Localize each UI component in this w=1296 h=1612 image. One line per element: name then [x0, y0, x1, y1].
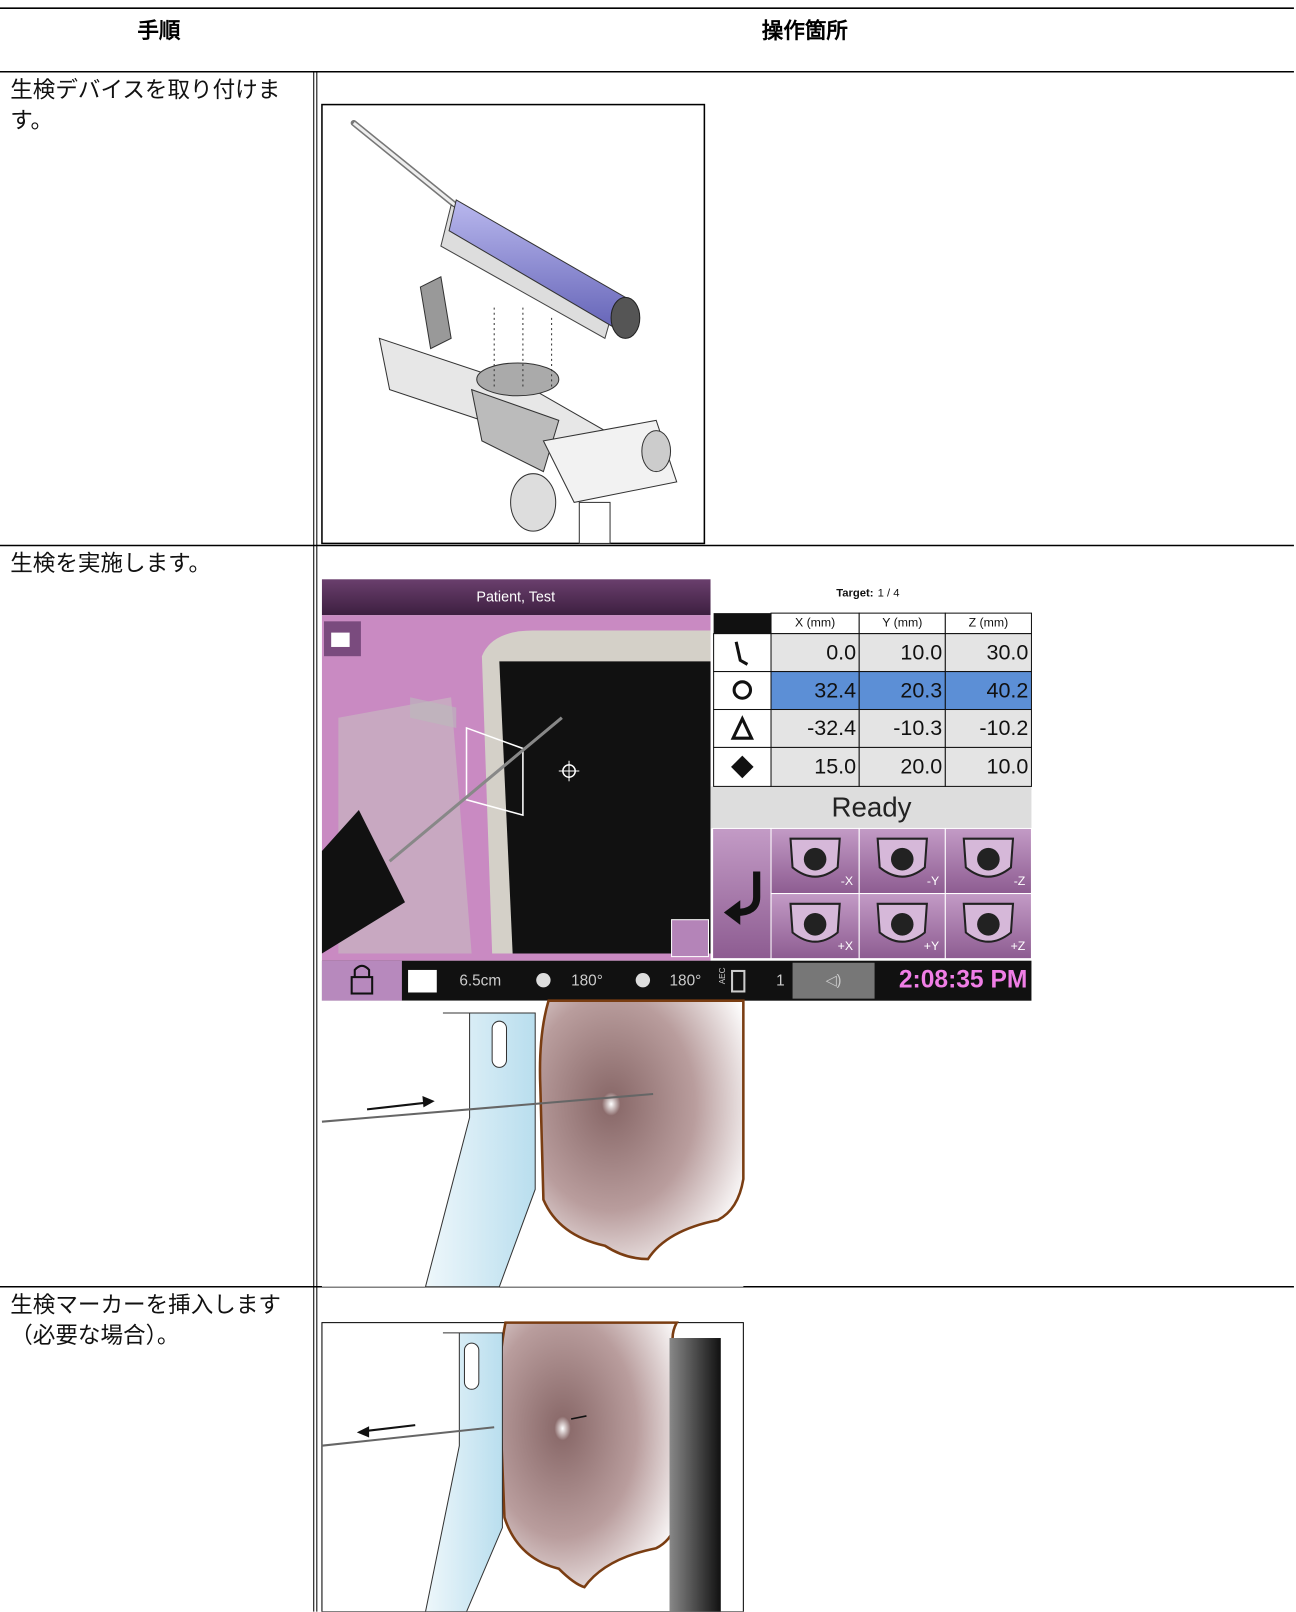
- button-label: +X: [838, 939, 853, 953]
- patient-name: Patient, Test: [476, 590, 555, 606]
- angle-icon: [536, 973, 551, 988]
- clock: 2:08:35 PM: [899, 967, 1028, 994]
- button-arrow: [977, 913, 1000, 936]
- needle-icon: [734, 641, 749, 666]
- button-label: -Z: [1014, 874, 1026, 888]
- coordinate-value: 30.0: [986, 640, 1028, 664]
- aec-value: 1: [776, 972, 785, 989]
- row-icon-cell: [713, 671, 772, 711]
- step-text: 生検マーカーを挿入します（必要な場合）。: [10, 1292, 281, 1350]
- row-icon-cell: [713, 633, 772, 673]
- coordinate-value: 0.0: [826, 640, 856, 664]
- svg-text:◁): ◁): [826, 973, 842, 989]
- step-text: 生検を実施します。: [10, 551, 212, 578]
- column-header: Z (mm): [969, 616, 1009, 630]
- coordinate-value: 20.3: [900, 678, 942, 702]
- button-arrow: [803, 847, 827, 871]
- value-cell: [944, 708, 1032, 748]
- aec-label: AEC: [718, 967, 727, 984]
- coordinate-value: 32.4: [814, 678, 856, 702]
- coordinate-value: 20.0: [900, 755, 942, 779]
- value-cell: [770, 746, 860, 787]
- button-label: +Z: [1011, 939, 1026, 953]
- value-cell: [858, 633, 946, 673]
- button-label: -X: [841, 874, 853, 888]
- column-header: Y (mm): [882, 616, 922, 630]
- coordinate-value: -10.2: [979, 716, 1028, 740]
- limit-icon: [731, 755, 754, 779]
- coordinate-value: 40.2: [986, 678, 1028, 702]
- button-arrow: [803, 913, 827, 936]
- coordinate-value: 10.0: [986, 755, 1028, 779]
- delta-icon: [730, 715, 754, 740]
- value-cell: [944, 633, 1032, 673]
- marker-diagram: [321, 1321, 744, 1612]
- insertion-diagram: [321, 999, 745, 1288]
- screenshot: Patient, Test Target: 1 / 4 Ready ◁) X (…: [321, 579, 1032, 1001]
- value-cell: [770, 708, 860, 748]
- aec-icon: [731, 969, 746, 993]
- angle-icon: [635, 973, 651, 988]
- button-label: -Y: [927, 874, 939, 888]
- column-header: X (mm): [795, 616, 835, 630]
- target-label: Target:: [836, 588, 873, 600]
- button-arrow: [890, 913, 914, 936]
- button-arrow: [890, 847, 914, 871]
- coordinate-value: 15.0: [814, 755, 856, 779]
- value-cell: [944, 671, 1032, 711]
- target-icon: [732, 680, 753, 700]
- device-illustration: [321, 103, 706, 545]
- compression: 6.5cm: [459, 972, 501, 989]
- button-label: +Y: [924, 939, 939, 953]
- coordinate-value: 10.0: [900, 640, 942, 664]
- header-step: 手順: [137, 18, 181, 44]
- header-location: 操作箇所: [761, 18, 848, 44]
- target-value: 1 / 4: [878, 588, 900, 600]
- value-cell: [944, 746, 1032, 787]
- table-rules: [0, 7, 1294, 1612]
- angle: 180°: [571, 972, 603, 989]
- value-cell: [858, 708, 946, 748]
- coordinate-value: -10.3: [893, 716, 942, 740]
- status: Ready: [832, 791, 912, 822]
- button-arrow: [977, 847, 1000, 871]
- angle: 180°: [670, 972, 702, 989]
- coordinate-value: -32.4: [807, 716, 856, 740]
- step-text: 生検デバイスを取り付けます。: [10, 77, 281, 135]
- value-cell: [858, 746, 946, 787]
